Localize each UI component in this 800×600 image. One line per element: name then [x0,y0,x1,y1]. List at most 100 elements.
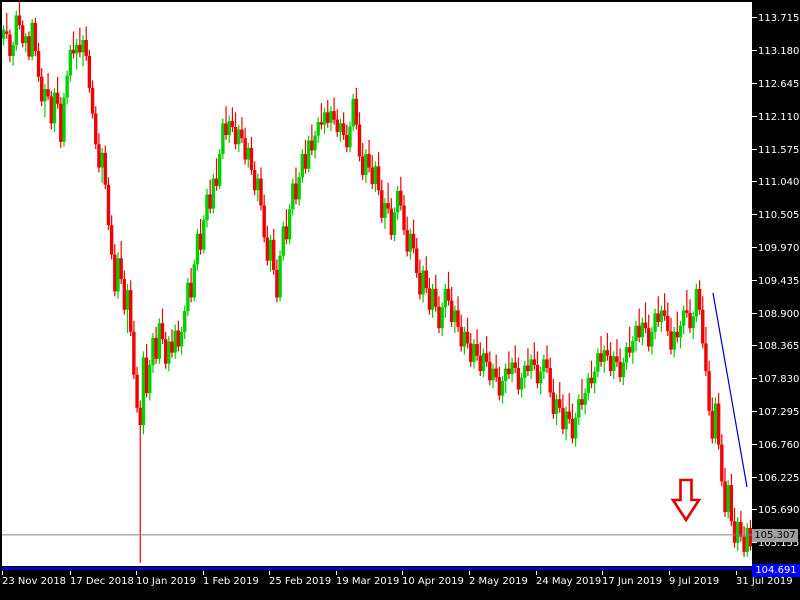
candle-bearish [405,230,409,252]
candlestick-canvas [2,2,752,563]
candle-bullish [504,368,508,381]
price-tick-dash [752,83,757,85]
candle-bearish [106,184,111,226]
candle-bearish [332,111,336,120]
candle-bearish [484,353,489,362]
candle-bearish [389,208,393,235]
candle-bullish [681,310,686,326]
chart-plot-area[interactable] [2,2,752,566]
price-axis[interactable]: 113.715 113.180 112.645 112.110 111.575 111.0… [752,0,800,600]
date-tick-label: 25 Feb 2019 [269,576,332,587]
time-axis[interactable]: 23 Nov 2018 17 Dec 2018 10 Jan 2019 1 Feb 2… [0,571,800,600]
date-tick-label: 17 Dec 2018 [70,576,134,587]
candle-bullish [183,310,187,332]
candle-bullish [179,331,184,347]
down-arrow-icon[interactable] [670,478,702,523]
candle-bearish [284,226,289,240]
candle-bearish [386,203,390,209]
price-tick-label: 106.760 [758,439,800,451]
candle-bearish [122,279,127,310]
candle-bearish [748,527,752,547]
candle-bearish [294,183,298,200]
candle-bearish [59,103,63,142]
candle-bullish [141,357,146,425]
price-tick-label: 109.435 [758,275,800,287]
candle-bearish [701,309,705,344]
candle-bearish [437,306,441,329]
candle-bullish [538,371,543,384]
candle-bullish [278,255,282,298]
candle-bearish [20,25,25,44]
candle-bearish [627,347,632,353]
candle-bearish [516,367,521,390]
date-tick-mark [469,571,470,575]
candle-bullish [726,485,730,513]
candle-bullish [351,98,355,127]
candle-bullish [256,178,260,191]
candle-bullish [373,166,378,185]
candle-bullish [205,194,209,221]
candle-bearish [656,313,660,323]
candle-bearish [580,399,584,405]
price-tick-106.760: 106.760 [752,439,800,451]
candle-bullish [281,226,285,256]
candle-bullish [364,154,368,175]
candle-bullish [491,368,495,381]
candle-bearish [345,135,349,148]
price-tick-dash [752,509,757,511]
candle-bullish [383,203,387,218]
candle-bearish [685,310,689,313]
candle-bearish [545,359,549,368]
candle-bearish [5,31,9,34]
candle-bearish [376,166,381,191]
date-tick-label: 2 May 2019 [469,576,528,587]
candle-bearish [119,258,123,280]
downtrend-line[interactable] [712,292,748,488]
candle-bearish [739,521,743,537]
candle-bearish [252,169,257,191]
candle-bearish [399,190,403,206]
candle-bearish [707,371,711,411]
candle-bullish [11,44,15,56]
candle-bullish [659,310,664,323]
candle-bullish [173,330,177,353]
candle-bearish [230,120,235,128]
candle-bearish [135,374,139,408]
candle-bearish [367,154,371,168]
candle-bullish [736,521,740,543]
price-tick-111.040: 111.040 [752,178,799,188]
price-tick-113.180: 113.180 [752,47,799,57]
price-tick-dash [752,279,757,281]
candle-bearish [723,481,727,513]
candle-bearish [478,355,482,372]
candle-bullish [462,331,467,347]
candle-bearish [361,156,365,175]
price-tick-label: 110.505 [758,210,800,222]
date-tick-label: 17 Jun 2019 [602,576,663,587]
candle-bullish [542,359,546,372]
price-tick-label: 105.690 [758,505,800,517]
price-tick-label: 113.180 [758,46,800,58]
candle-bearish [380,190,384,218]
date-tick-mark [269,571,270,575]
candle-bullish [217,154,222,186]
date-tick-label: 24 May 2019 [536,576,602,587]
candle-bullish [291,183,295,210]
candle-bullish [30,22,34,57]
timeline-price-tag: 104.691 [752,564,800,577]
candle-bullish [421,270,425,295]
price-tick-label: 111.040 [758,177,800,189]
candle-bearish [551,392,556,414]
candle-bearish [243,138,247,160]
candle-bearish [189,282,193,298]
candle-bearish [710,410,714,439]
candle-bearish [716,403,721,445]
price-tick-label: 108.365 [758,341,800,353]
candle-bullish [631,341,635,353]
candle-bearish [259,178,263,206]
candle-bullish [100,152,104,168]
date-tick-mark [2,571,3,575]
candle-bearish [40,76,44,102]
date-tick-label: 9 Jul 2019 [669,576,720,587]
candle-bearish [402,205,406,231]
